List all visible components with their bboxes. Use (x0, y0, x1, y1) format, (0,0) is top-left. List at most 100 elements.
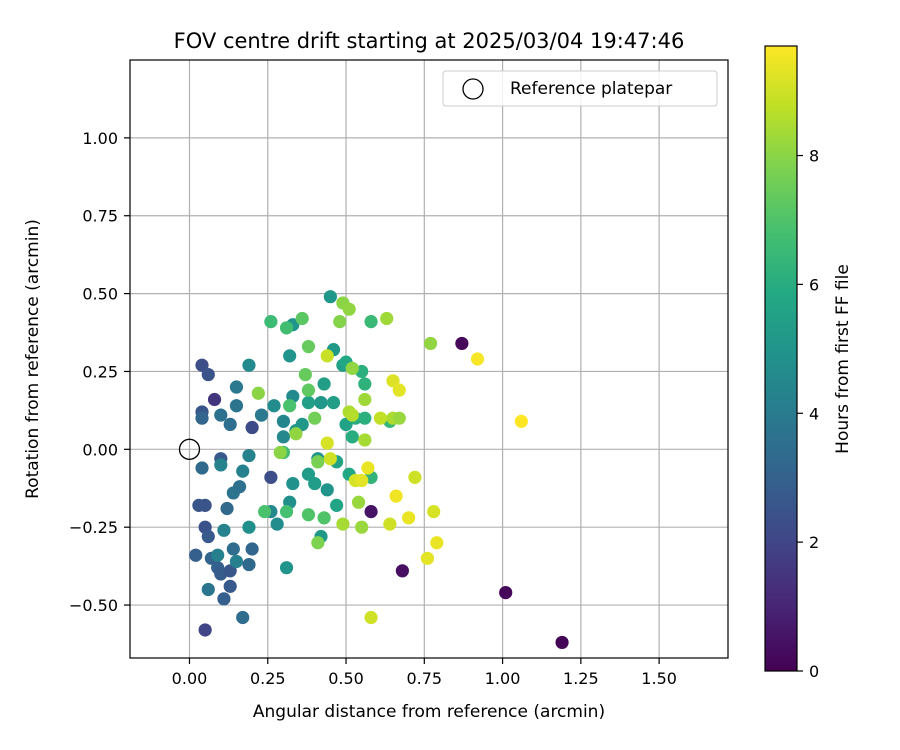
x-axis-ticks: 0.00 0.25 0.50 0.75 1.00 1.25 1.50 (172, 658, 677, 688)
colorbar-label: Hours from first FF file (833, 264, 853, 454)
data-point-14 (189, 548, 203, 562)
data-point-120 (323, 452, 337, 466)
legend-label-reference: Reference platepar (510, 79, 672, 99)
data-point-56 (283, 349, 297, 363)
colorbar-tick-label-0: 0 (809, 662, 819, 681)
data-point-106 (358, 392, 372, 407)
data-point-72 (330, 498, 344, 512)
data-point-77 (345, 430, 359, 444)
data-point-122 (355, 473, 369, 488)
x-tick-label-6: 1.50 (641, 669, 677, 688)
legend-marker-reference (462, 78, 484, 100)
data-point-59 (295, 417, 309, 432)
data-point-128 (389, 489, 403, 503)
data-point-60 (301, 467, 316, 481)
data-point-103 (345, 361, 359, 375)
data-point-67 (320, 483, 334, 497)
data-point-108 (336, 517, 350, 531)
y-tick-label-5: 0.75 (82, 207, 118, 226)
colorbar-tick-label-3: 6 (809, 275, 819, 294)
y-axis-label: Rotation from reference (arcmin) (23, 219, 43, 499)
y-tick-label-1: −0.25 (69, 518, 118, 537)
data-point-39 (236, 464, 250, 478)
x-tick-label-0: 0.00 (172, 669, 208, 688)
data-point-85 (264, 315, 278, 329)
x-tick-label-3: 0.75 (406, 669, 442, 688)
data-point-54 (286, 476, 300, 491)
data-point-40 (242, 448, 256, 463)
plot-frame (129, 59, 729, 659)
data-point-5 (207, 392, 222, 407)
data-point-109 (251, 386, 265, 400)
data-point-98 (311, 455, 325, 469)
data-point-127 (386, 374, 400, 388)
data-point-135 (470, 352, 485, 366)
data-point-36 (201, 582, 215, 597)
data-point-33 (242, 557, 256, 572)
y-tick-label-0: −0.50 (69, 596, 118, 615)
data-point-19 (223, 579, 237, 593)
data-point-22 (245, 420, 259, 435)
chart-title: FOV centre drift starting at 2025/03/04 … (174, 29, 685, 53)
data-point-134 (430, 536, 444, 550)
data-point-104 (351, 495, 366, 509)
x-tick-label-2: 0.50 (328, 669, 364, 688)
data-point-18 (217, 592, 231, 606)
data-point-91 (301, 508, 316, 522)
data-point-27 (220, 501, 234, 516)
data-point-31 (232, 480, 247, 494)
data-point-32 (226, 542, 240, 556)
data-point-113 (345, 408, 359, 422)
data-point-94 (298, 367, 312, 382)
data-point-45 (242, 520, 256, 534)
reference-platepar-marker (178, 438, 201, 460)
y-axis-ticks: −0.50 −0.25 0.00 0.25 0.50 0.75 1.00 (69, 129, 130, 615)
data-point-83 (364, 315, 378, 329)
data-point-129 (392, 383, 406, 397)
data-point-81 (358, 411, 372, 425)
data-point-30 (223, 417, 237, 432)
data-point-24 (195, 411, 209, 425)
data-point-41 (214, 458, 228, 472)
x-axis-label: Angular distance from reference (arcmin) (253, 702, 605, 722)
data-point-0 (455, 336, 469, 351)
data-point-4 (364, 505, 378, 519)
data-point-117 (423, 336, 438, 351)
data-point-62 (308, 476, 322, 491)
y-tick-label-3: 0.25 (82, 362, 118, 381)
data-point-125 (373, 411, 388, 425)
data-point-42 (211, 548, 225, 562)
data-point-7 (195, 358, 209, 372)
data-point-119 (320, 436, 334, 450)
data-point-64 (314, 396, 328, 410)
data-point-47 (267, 399, 281, 413)
data-point-105 (355, 520, 369, 534)
data-point-43 (217, 523, 231, 537)
data-point-96 (301, 339, 316, 354)
y-tick-label-4: 0.50 (82, 285, 118, 304)
x-tick-label-1: 0.25 (250, 669, 286, 688)
y-tick-label-2: 0.00 (82, 440, 118, 459)
data-point-3 (395, 564, 409, 578)
data-point-75 (339, 417, 353, 432)
data-point-26 (214, 408, 228, 422)
data-point-110 (273, 445, 287, 460)
data-point-130 (402, 511, 416, 525)
data-point-37 (229, 380, 244, 394)
legend-box (442, 70, 718, 107)
data-point-8 (201, 367, 215, 382)
data-point-68 (323, 290, 337, 304)
colorbar-tick-label-2: 4 (809, 404, 819, 423)
scatter-points (178, 290, 569, 650)
data-point-95 (301, 383, 316, 397)
data-point-107 (358, 433, 372, 447)
x-tick-label-5: 1.25 (563, 669, 599, 688)
data-point-123 (361, 461, 375, 475)
data-point-38 (254, 408, 269, 422)
data-point-51 (276, 430, 291, 444)
data-point-87 (279, 505, 294, 519)
data-point-118 (320, 349, 334, 363)
legend: Reference platepar (442, 70, 718, 107)
data-point-100 (333, 315, 347, 329)
